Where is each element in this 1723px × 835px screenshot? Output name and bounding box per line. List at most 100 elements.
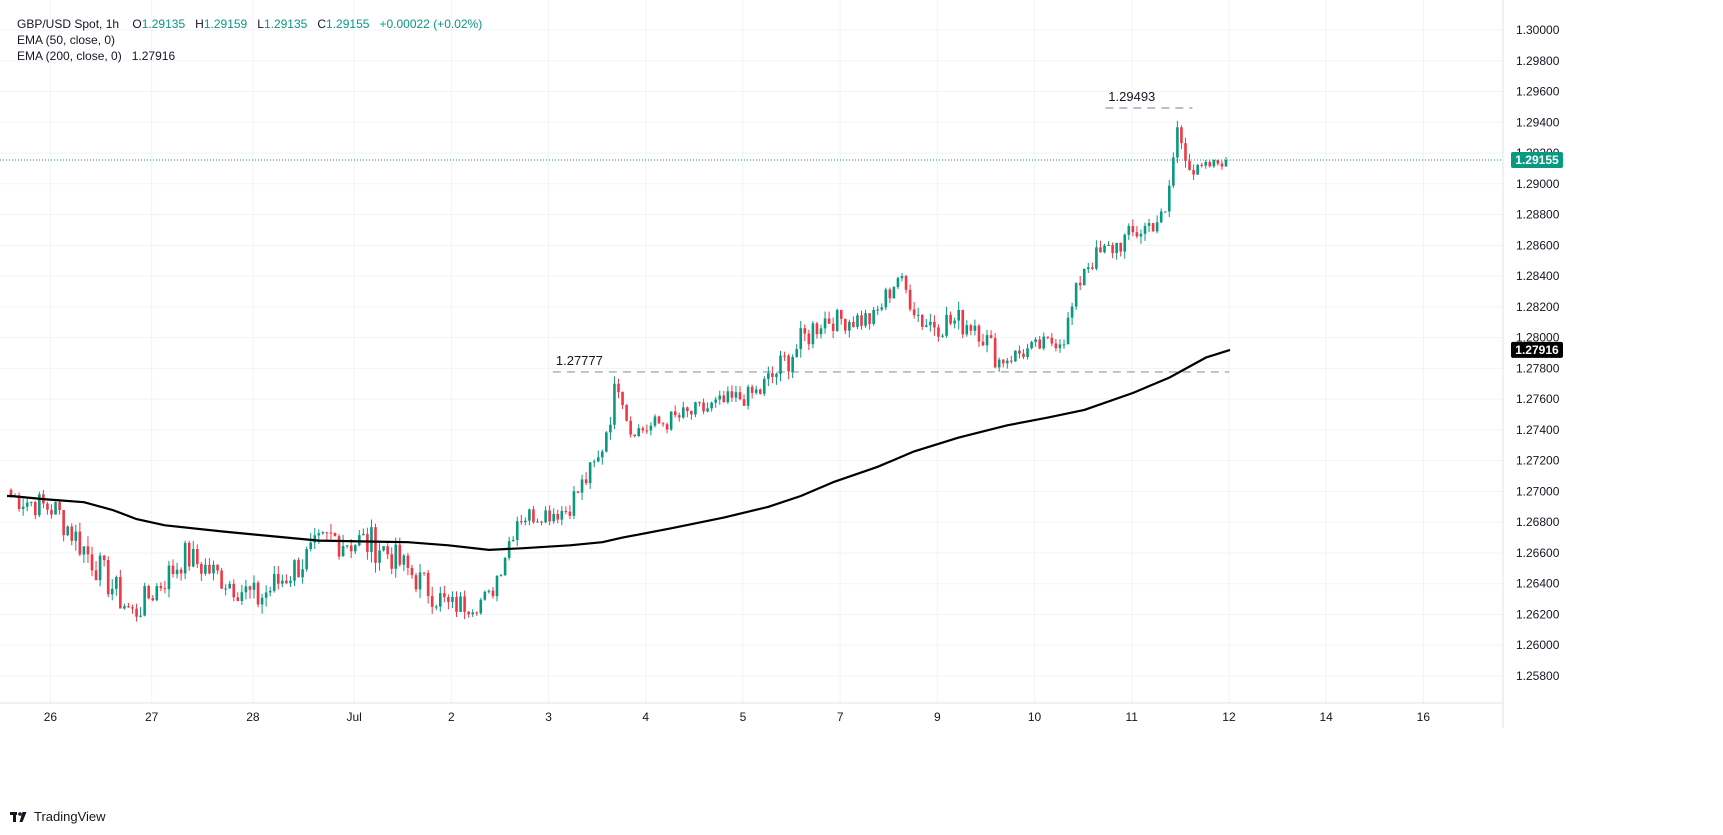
candle (641, 426, 645, 434)
candle-body (734, 392, 738, 398)
legend-ema50-row[interactable]: EMA (50, close, 0) (17, 32, 482, 48)
candle-body (993, 338, 997, 368)
candle-body (912, 309, 916, 316)
candle (949, 311, 952, 326)
candle (430, 586, 434, 614)
candle (1143, 222, 1147, 241)
candle-body (1111, 244, 1114, 254)
ema-200-tag-bg (1511, 341, 1563, 358)
candle-body (1042, 336, 1046, 349)
candle-body (564, 510, 568, 512)
legend-ema200-row[interactable]: EMA (200, close, 0) 1.27916 (17, 48, 482, 64)
x-tick-label: 10 (1028, 710, 1042, 724)
candle-body (317, 533, 321, 536)
x-tick-label: Jul (346, 710, 361, 724)
candle-body (62, 510, 65, 536)
candle-body (232, 583, 236, 598)
candle (362, 528, 365, 536)
candle-body (807, 333, 811, 345)
candle (779, 350, 782, 382)
candle (868, 312, 871, 330)
candle (730, 385, 734, 402)
candle (191, 541, 195, 568)
candle-body (929, 321, 932, 326)
candle-body (1204, 161, 1208, 166)
candle (1091, 262, 1094, 271)
candle (1147, 218, 1151, 233)
candle (754, 385, 758, 395)
axes[interactable]: 1.300001.298001.296001.294001.292001.290… (0, 0, 1563, 728)
candle (175, 562, 179, 579)
candle-body (1050, 337, 1054, 344)
tradingview-brand[interactable]: TradingView (10, 809, 106, 824)
candle-body (491, 590, 495, 597)
candle-body (916, 314, 920, 316)
candle-body (1066, 317, 1070, 345)
candle (29, 501, 33, 507)
candle (1188, 153, 1191, 171)
candle (301, 559, 304, 584)
ema-200-tag[interactable]: 1.27916 (1511, 341, 1563, 358)
candle (734, 385, 738, 402)
candle (775, 372, 778, 385)
y-tick-label: 1.26400 (1516, 577, 1560, 591)
candle-body (58, 502, 61, 511)
candle (17, 492, 21, 512)
x-tick-label: 2 (448, 710, 455, 724)
candle-body (617, 383, 620, 392)
candle (758, 388, 762, 395)
candle-body (686, 407, 689, 411)
x-tick-label: 26 (44, 710, 58, 724)
candle (1220, 160, 1224, 170)
candle (58, 499, 61, 515)
candle (479, 597, 483, 615)
candle-body (588, 462, 592, 484)
candle-body (471, 612, 474, 615)
candle-body (86, 546, 90, 555)
candle-body (1001, 359, 1005, 364)
candle (212, 560, 215, 581)
candle (1046, 336, 1050, 340)
candle-body (82, 546, 86, 555)
candle-body (795, 349, 798, 357)
y-tick-label: 1.26800 (1516, 515, 1560, 529)
candle (609, 416, 612, 440)
candle-body (981, 341, 985, 346)
candle-body (839, 309, 843, 319)
candle (495, 575, 499, 602)
candle (341, 534, 345, 557)
candle-body (592, 461, 596, 463)
candle-body (633, 434, 636, 437)
candle-body (661, 423, 665, 425)
candle (102, 554, 106, 567)
candle (349, 539, 353, 559)
candle-body (1220, 163, 1224, 167)
candle-body (1107, 244, 1110, 246)
y-tick-label: 1.30000 (1516, 23, 1560, 37)
candle-body (1014, 350, 1017, 362)
candle-body (673, 411, 677, 416)
candle-body (961, 309, 965, 335)
x-tick-label: 3 (545, 710, 552, 724)
candle-body (1087, 267, 1090, 269)
last-price-tag[interactable]: 1.29155 (1511, 151, 1563, 168)
candle (224, 584, 227, 596)
candle-body (1200, 164, 1203, 166)
candle-body (25, 502, 29, 507)
candle (544, 506, 547, 524)
candle (888, 287, 892, 303)
candle-body (293, 560, 296, 581)
y-tick-label: 1.26600 (1516, 546, 1560, 560)
legend-symbol[interactable]: GBP/USD Spot, 1h (17, 17, 120, 31)
candle-body (677, 415, 681, 418)
candle-body (410, 567, 414, 576)
candle (637, 424, 641, 437)
candle-body (682, 407, 685, 418)
legend-close-label: C (317, 17, 327, 31)
candle-body (139, 615, 142, 617)
y-tick-label: 1.28400 (1516, 269, 1560, 283)
candle (21, 498, 25, 516)
candle-body (985, 335, 989, 346)
candle-body (94, 570, 98, 581)
